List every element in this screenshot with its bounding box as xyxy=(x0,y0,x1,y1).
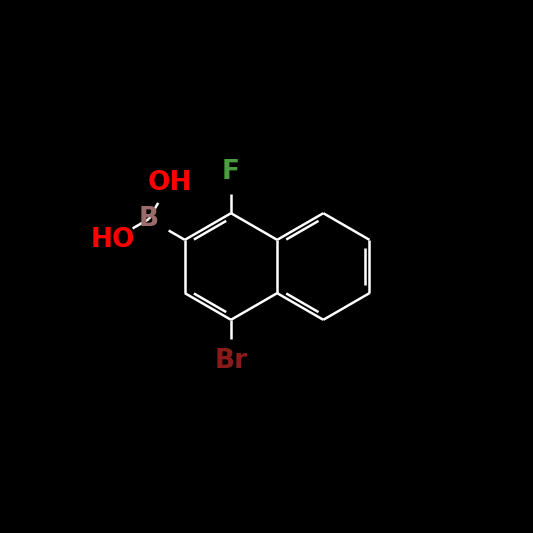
Text: OH: OH xyxy=(148,170,192,196)
Text: HO: HO xyxy=(91,227,135,253)
Text: F: F xyxy=(222,159,240,184)
Text: Br: Br xyxy=(214,349,247,374)
Text: B: B xyxy=(139,206,159,232)
